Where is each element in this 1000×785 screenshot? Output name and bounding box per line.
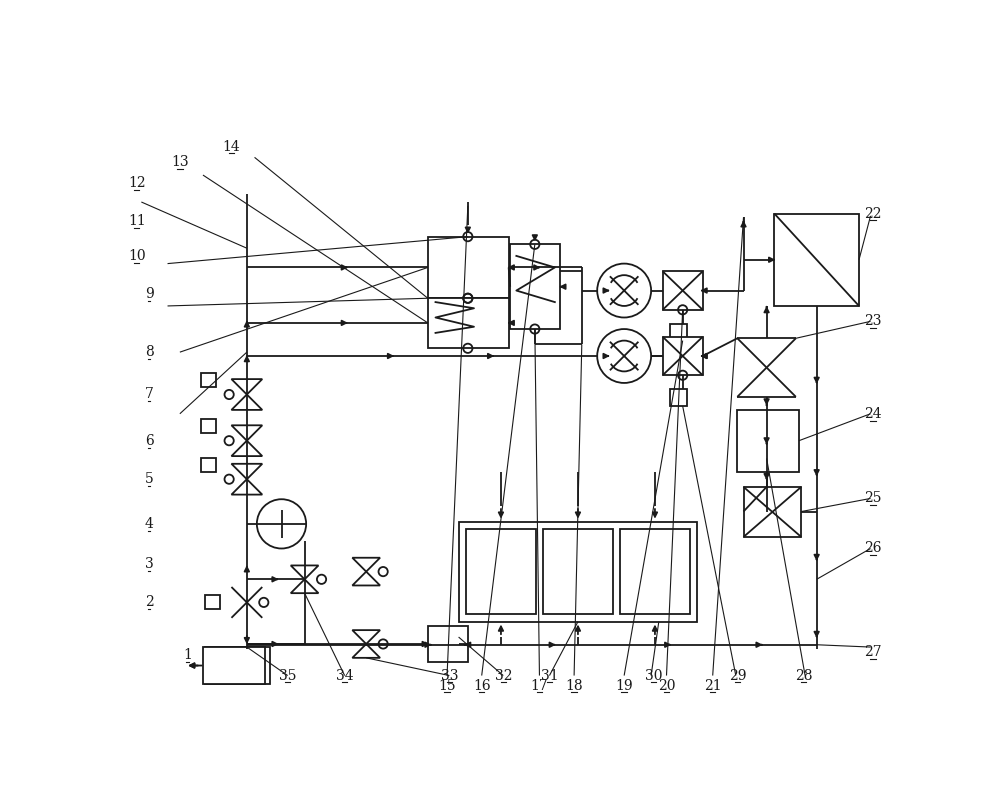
Bar [428, 626, 468, 663]
Text: 32: 32 [495, 669, 512, 682]
Bar [670, 389, 687, 406]
Text: 5: 5 [145, 473, 153, 486]
Bar [737, 410, 799, 472]
Text: 27: 27 [864, 645, 882, 659]
Text: 29: 29 [729, 669, 746, 682]
Bar [466, 529, 536, 614]
Text: 3: 3 [145, 557, 153, 571]
Text: 31: 31 [541, 669, 558, 682]
Text: 30: 30 [645, 669, 662, 682]
Bar [201, 458, 216, 472]
Text: 4: 4 [145, 517, 153, 531]
Bar [744, 487, 801, 537]
Text: 22: 22 [864, 206, 882, 221]
Text: 24: 24 [864, 407, 882, 421]
Bar [774, 214, 859, 306]
Bar [543, 529, 613, 614]
Bar [205, 595, 220, 608]
Text: 12: 12 [128, 176, 146, 190]
Text: 10: 10 [128, 249, 146, 263]
Bar [428, 298, 509, 349]
Text: 33: 33 [441, 669, 458, 682]
Bar [428, 236, 509, 298]
Text: 1: 1 [183, 648, 192, 662]
Text: 35: 35 [279, 669, 296, 682]
Text: 23: 23 [864, 314, 882, 328]
Text: 17: 17 [531, 678, 548, 692]
Text: 34: 34 [336, 669, 353, 682]
Bar [620, 529, 690, 614]
Text: 16: 16 [473, 678, 491, 692]
Text: 15: 15 [438, 678, 456, 692]
Text: 11: 11 [128, 214, 146, 228]
Text: 2: 2 [145, 595, 153, 609]
Text: 14: 14 [223, 140, 240, 154]
Text: 18: 18 [565, 678, 583, 692]
Bar [459, 521, 697, 622]
Text: 20: 20 [658, 678, 675, 692]
Bar [663, 337, 703, 375]
Bar [670, 323, 687, 341]
Bar [201, 373, 216, 387]
Text: 19: 19 [615, 678, 633, 692]
Bar [510, 244, 560, 329]
Bar [201, 419, 216, 433]
Text: 13: 13 [171, 155, 189, 169]
Text: 25: 25 [864, 491, 882, 506]
Text: 9: 9 [145, 287, 153, 301]
Bar [203, 647, 265, 684]
Bar [205, 647, 270, 684]
Text: 21: 21 [704, 678, 722, 692]
Text: 6: 6 [145, 433, 153, 447]
Text: 7: 7 [145, 388, 153, 401]
Text: 28: 28 [795, 669, 812, 682]
Bar [663, 272, 703, 310]
Text: 26: 26 [864, 542, 882, 556]
Text: 8: 8 [145, 345, 153, 360]
